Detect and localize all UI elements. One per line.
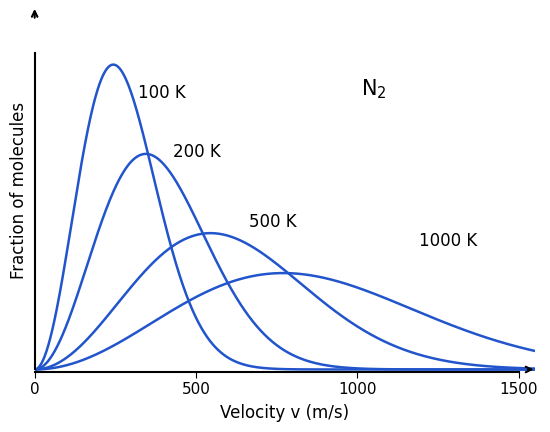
Y-axis label: Fraction of molecules: Fraction of molecules (10, 102, 28, 280)
Text: 1000 K: 1000 K (419, 232, 477, 250)
Text: 100 K: 100 K (138, 83, 186, 102)
X-axis label: Velocity v (m/s): Velocity v (m/s) (220, 404, 349, 422)
Text: 200 K: 200 K (173, 143, 221, 161)
Text: N$_2$: N$_2$ (361, 77, 386, 101)
Text: 500 K: 500 K (249, 213, 297, 231)
